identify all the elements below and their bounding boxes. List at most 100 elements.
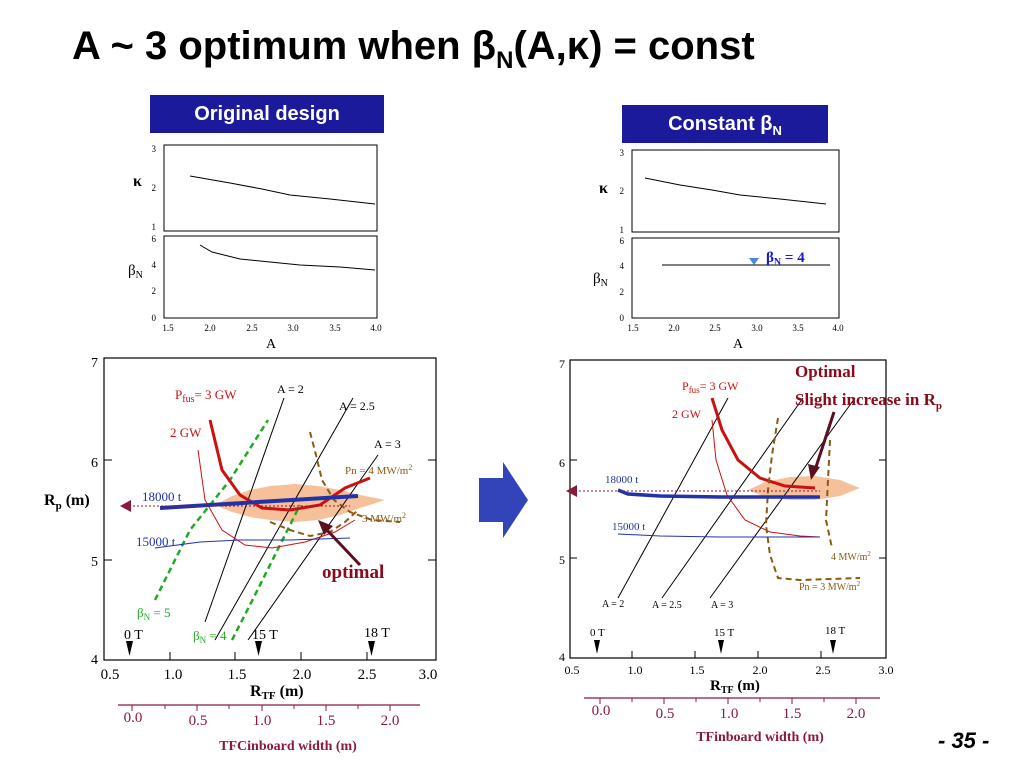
right-15000t-label: 15000 t (612, 521, 645, 533)
left-small-panels: 3 2 1 κ 6 4 2 0 βN 1.5 2.0 2.5 3.0 3.5 4… (128, 144, 382, 352)
left-a-tick-1.5: 1.5 (162, 323, 174, 333)
right-18000t-curve (617, 488, 820, 499)
right-x-tick-1.5: 1.5 (690, 663, 705, 677)
right-a2-line (617, 397, 729, 599)
left-pn3-curve (269, 509, 359, 538)
right-optimal-subtitle: Slight increase in Rp (795, 390, 942, 412)
right-kappa-frame (631, 149, 840, 233)
right-inboard-tick-0.0: 0.0 (592, 703, 611, 719)
title-beta: β (471, 24, 497, 68)
right-beta-tick-2: 2 (620, 287, 625, 297)
right-a-tick-2.5: 2.5 (709, 323, 721, 333)
left-rp-arrow-icon (120, 500, 131, 512)
right-15000t-curve (617, 533, 820, 538)
left-t18-arrow-icon (368, 641, 375, 656)
slide-title: A ~ 3 optimum when βN(A,κ) = const (72, 24, 755, 75)
left-y-tick-5: 5 (91, 555, 98, 570)
right-y-tick-4: 4 (559, 650, 565, 664)
right-beta-frame (631, 237, 840, 319)
right-a-axis-label: A (733, 337, 744, 352)
right-a-tick-2.0: 2.0 (668, 323, 680, 333)
right-x-tick-2.5: 2.5 (816, 663, 831, 677)
constant-beta-text: Constant (668, 113, 761, 135)
left-a-tick-3.0: 3.0 (287, 323, 299, 333)
right-y-tick-5: 5 (559, 553, 565, 567)
right-t0-label: 0 T (590, 627, 605, 639)
right-kappa-tick-1: 1 (620, 225, 625, 235)
original-design-label: Original design (150, 95, 384, 133)
left-inboard-tick-0.0: 0.0 (124, 710, 143, 726)
left-beta-tick-2: 2 (152, 286, 157, 296)
right-beta-label: βN (593, 271, 608, 289)
left-inboard-tick-1.0: 1.0 (253, 713, 272, 729)
left-inboard-tick-1.5: 1.5 (317, 713, 336, 729)
left-inboard-axis-label: TFCinboard width (m) (219, 739, 357, 754)
left-x-tick-2.5: 2.5 (358, 667, 377, 683)
left-beta-tick-0: 0 (152, 313, 157, 323)
right-big-plot: 7 6 5 4 0.5 1.0 1.5 2.0 2.5 3.0 (559, 357, 942, 745)
left-optimal-label: optimal (322, 562, 384, 583)
right-a3-label: A = 3 (711, 600, 733, 611)
left-betan4-label: βN = 4 (193, 628, 227, 645)
left-optimal-arrow-head-icon (318, 520, 333, 535)
left-x-tick-2.0: 2.0 (293, 667, 312, 683)
left-optimization-region (215, 484, 385, 522)
right-kappa-label: κ (599, 180, 608, 197)
right-optimal-arrow-head-icon (808, 464, 820, 480)
right-t15-arrow-icon (718, 640, 724, 654)
left-18000t-label: 18000 t (142, 489, 182, 504)
right-optimal-arrow-line (813, 411, 836, 471)
right-inboard-tick-0.5: 0.5 (656, 706, 675, 722)
right-a-tick-3.5: 3.5 (792, 323, 804, 333)
page-number: - 35 - (938, 728, 990, 753)
left-inboard-tick-2.0: 2.0 (381, 713, 400, 729)
left-beta-curve (199, 244, 376, 271)
title-kappa: κ (566, 24, 590, 68)
left-t18-label: 18 T (364, 626, 390, 641)
right-kappa-tick-3: 3 (620, 148, 625, 158)
right-a-tick-3.0: 3.0 (751, 323, 763, 333)
right-small-panels: 3 2 1 κ 6 4 2 0 βN βN = 4 1.5 2.0 2.5 3.… (593, 148, 844, 352)
right-pfus2-curve (711, 419, 821, 538)
left-t0-label: 0 T (124, 628, 143, 643)
right-t15-label: 15 T (714, 627, 735, 639)
left-a3-line (247, 454, 379, 641)
title-suffix: ) = const (589, 24, 755, 68)
left-pn3-label: 3 MW/m2 (362, 511, 406, 525)
left-a2-label: A = 2 (277, 382, 304, 396)
left-rp-axis-label: Rp (m) (44, 492, 90, 512)
left-kappa-tick-2: 2 (152, 183, 157, 193)
title-prefix: A ~ 3 optimum when (72, 24, 472, 68)
right-beta-marker-icon (749, 258, 759, 265)
left-beta-tick-4: 4 (152, 260, 157, 270)
left-big-plot: 7 6 5 4 0.5 1.0 1.5 2.0 2.5 3.0 (44, 356, 437, 754)
left-optimal-arrow-line (323, 526, 362, 567)
right-kappa-tick-2: 2 (620, 186, 625, 196)
right-x-tick-2.0: 2.0 (753, 663, 768, 677)
left-a2-line (204, 397, 285, 623)
right-pn3-curve (764, 417, 861, 582)
left-a-tick-2.0: 2.0 (204, 323, 216, 333)
left-beta-frame (163, 235, 378, 319)
left-a-tick-3.5: 3.5 (329, 323, 341, 333)
left-y-tick-7: 7 (91, 356, 98, 371)
right-inboard-tick-1.5: 1.5 (783, 706, 802, 722)
left-a-axis-label: A (266, 337, 277, 352)
left-t15-arrow-icon (255, 641, 262, 656)
constant-beta-symbol: β (760, 113, 773, 135)
left-kappa-tick-3: 3 (152, 144, 157, 154)
right-t0-arrow-icon (594, 640, 600, 654)
right-optimal-title: Optimal (795, 362, 856, 381)
left-kappa-label: κ (133, 173, 142, 190)
left-a25-line (214, 397, 354, 641)
left-pfus3-curve (208, 419, 371, 512)
transition-arrow-icon (479, 462, 528, 538)
right-pfus3-curve (710, 397, 816, 490)
left-t15-label: 15 T (252, 628, 278, 643)
right-pn4-curve (824, 439, 833, 549)
left-y-tick-4: 4 (91, 653, 98, 668)
right-plot-frame (569, 359, 887, 659)
right-pn4-label: 4 MW/m2 (831, 550, 871, 563)
left-x-tick-3.0: 3.0 (419, 667, 438, 683)
